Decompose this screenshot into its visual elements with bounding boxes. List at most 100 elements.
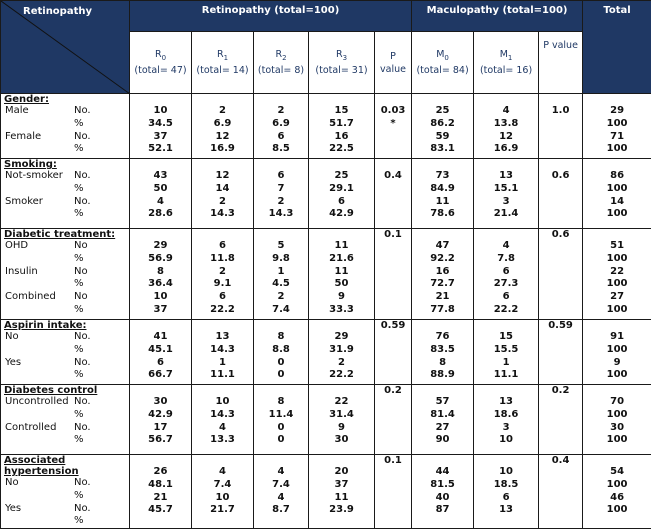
p-value: 0.59 <box>539 320 582 331</box>
value: 81.4 <box>412 409 473 422</box>
value: 6 <box>474 266 538 279</box>
value-cell-p1: 0.59 <box>375 320 412 385</box>
maculopathy-group-header: Maculopathy (total=100) <box>412 1 583 32</box>
value: 11.1 <box>474 369 538 382</box>
value: 6 <box>309 196 374 209</box>
category-label <box>5 515 74 528</box>
value: 10 <box>474 434 538 447</box>
spacer <box>412 385 473 396</box>
value <box>375 396 411 409</box>
spacer <box>254 159 308 170</box>
p-value: 0.59 <box>375 320 411 331</box>
spacer <box>412 94 473 105</box>
spacer <box>254 455 308 466</box>
value <box>375 369 411 382</box>
value <box>539 492 582 505</box>
category-label <box>5 253 74 266</box>
value: 34.5 <box>130 118 191 131</box>
value <box>539 143 582 156</box>
value <box>375 422 411 435</box>
stat-label: % <box>74 253 84 266</box>
value: 11.8 <box>192 253 253 266</box>
spacer <box>474 320 538 331</box>
group-title: Diabetes control <box>1 385 129 396</box>
row-label: % <box>1 490 129 503</box>
p-value: 0.2 <box>539 385 582 396</box>
value: 12 <box>192 170 253 183</box>
row-label: % <box>1 369 129 382</box>
spacer <box>309 94 374 105</box>
value <box>375 492 411 505</box>
value: 8 <box>130 266 191 279</box>
value-cell-p1: 0.03* <box>375 94 412 159</box>
value: 37 <box>309 479 374 492</box>
value: 8.5 <box>254 143 308 156</box>
value: 77.8 <box>412 304 473 317</box>
value: 59 <box>412 131 473 144</box>
value: 36.4 <box>130 278 191 291</box>
stat-label: No <box>74 266 88 279</box>
value: 87 <box>412 504 473 517</box>
value: 0 <box>254 369 308 382</box>
value: 11 <box>412 196 473 209</box>
spacer <box>192 320 253 331</box>
value <box>375 291 411 304</box>
value: 14.3 <box>254 208 308 221</box>
value: 22.2 <box>192 304 253 317</box>
total-value: 70 <box>583 396 651 409</box>
spacer <box>412 455 473 466</box>
value-cell-p2: 0.6 <box>539 159 583 229</box>
value <box>375 304 411 317</box>
spacer <box>583 94 651 105</box>
value: 21.6 <box>309 253 374 266</box>
value: 7 <box>254 183 308 196</box>
total-value: 100 <box>583 369 651 382</box>
total-value: 100 <box>583 504 651 517</box>
value: 2 <box>254 196 308 209</box>
value: 10 <box>474 466 538 479</box>
value: 2 <box>192 105 253 118</box>
spacer <box>375 159 411 170</box>
spacer <box>583 320 651 331</box>
spacer <box>583 159 651 170</box>
value: 0.4 <box>375 170 411 183</box>
row-label: % <box>1 143 129 156</box>
category-label <box>5 304 74 317</box>
spacer <box>309 455 374 466</box>
value: 92.2 <box>412 253 473 266</box>
value: 2 <box>309 357 374 370</box>
value: 44 <box>412 466 473 479</box>
row-label: % <box>1 344 129 357</box>
stat-label: % <box>74 515 84 528</box>
spacer <box>309 385 374 396</box>
value: 37 <box>130 304 191 317</box>
stat-label: % <box>74 183 84 196</box>
total-value: 71 <box>583 131 651 144</box>
value: 18.5 <box>474 479 538 492</box>
value <box>375 479 411 492</box>
stat-label: % <box>74 434 84 447</box>
value: 66.7 <box>130 369 191 382</box>
value: 41 <box>130 331 191 344</box>
row-label: % <box>1 253 129 266</box>
value: 4.5 <box>254 278 308 291</box>
total-value: 29 <box>583 105 651 118</box>
stat-label: No <box>74 291 88 304</box>
value: 17 <box>130 422 191 435</box>
value: 0 <box>254 434 308 447</box>
